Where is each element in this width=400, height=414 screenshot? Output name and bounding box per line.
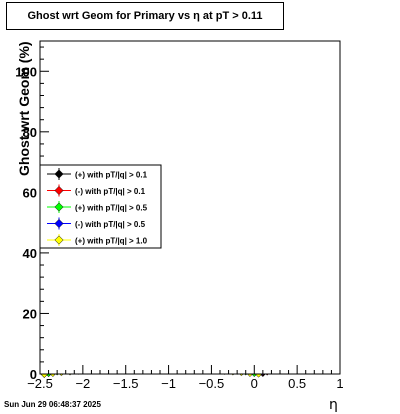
x-tick-label: −1 xyxy=(161,376,176,391)
timestamp: Sun Jun 29 06:48:37 2025 xyxy=(4,400,101,409)
x-axis-label: η xyxy=(329,397,338,413)
legend-label: (-) with pT/|q| > 0.5 xyxy=(75,220,146,229)
x-tick-label: 0.5 xyxy=(288,376,306,391)
legend-label: (-) with pT/|q| > 0.1 xyxy=(75,187,146,196)
legend-label: (+) with pT/|q| > 0.5 xyxy=(75,204,148,213)
legend-label: (+) with pT/|q| > 1.0 xyxy=(75,237,148,246)
x-tick-label: −1.5 xyxy=(113,376,139,391)
legend-marker xyxy=(54,169,64,179)
y-axis-label: Ghost wrt Geom (%) xyxy=(16,41,32,176)
y-tick-label: 40 xyxy=(23,246,37,261)
x-tick-label: −2.5 xyxy=(27,376,53,391)
y-tick-label: 0 xyxy=(30,367,37,382)
x-tick-label: −2 xyxy=(75,376,90,391)
chart-title: Ghost wrt Geom for Primary vs η at pT > … xyxy=(27,10,263,22)
y-tick-label: 80 xyxy=(23,125,37,140)
y-tick-label: 20 xyxy=(23,306,37,321)
legend-label: (+) with pT/|q| > 0.1 xyxy=(75,171,148,180)
legend-marker xyxy=(54,218,64,229)
y-tick-label: 100 xyxy=(15,64,37,79)
x-tick-label: 1 xyxy=(336,376,343,391)
legend-marker xyxy=(54,202,64,212)
legend-marker xyxy=(54,235,64,245)
title-box: Ghost wrt Geom for Primary vs η at pT > … xyxy=(6,2,284,30)
x-tick-label: −0.5 xyxy=(199,376,225,391)
legend-marker xyxy=(54,185,64,196)
x-tick-label: 0 xyxy=(251,376,258,391)
legend-layer: (+) with pT/|q| > 0.1 (-) with pT/|q| > 0… xyxy=(39,164,162,249)
y-tick-label: 60 xyxy=(23,185,37,200)
